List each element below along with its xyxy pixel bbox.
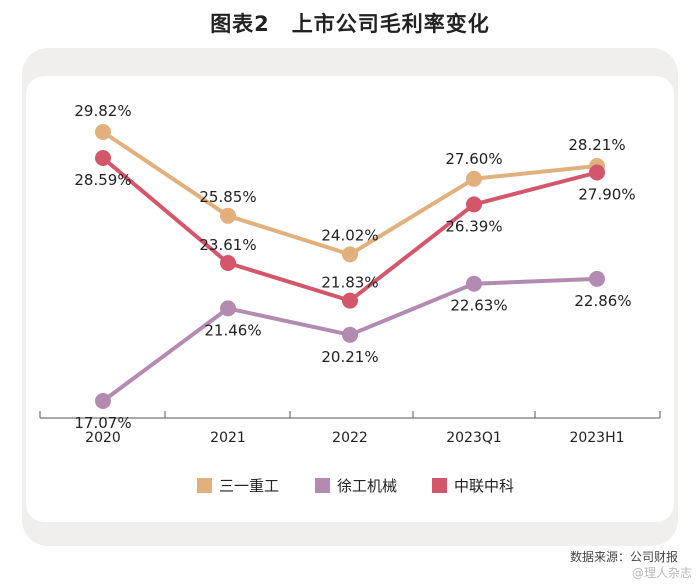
data-label: 22.63% [450, 297, 507, 315]
data-label: 28.21% [568, 136, 625, 154]
legend-swatch [197, 478, 212, 493]
watermark: @理人杂志 [631, 566, 692, 580]
data-point [342, 326, 358, 343]
data-point [589, 270, 605, 287]
data-label: 21.83% [321, 274, 378, 292]
data-point [342, 292, 358, 309]
x-tick-label: 2023Q1 [446, 430, 502, 446]
data-source-note: 数据来源：公司财报 [569, 550, 678, 564]
data-point [220, 207, 236, 224]
legend-swatch [315, 478, 330, 493]
legend-label: 中联中科 [454, 477, 514, 495]
data-point [95, 393, 111, 409]
data-label: 27.90% [578, 186, 635, 204]
data-point [466, 170, 482, 187]
data-point [220, 300, 236, 317]
data-label: 21.46% [204, 321, 261, 339]
data-label: 20.21% [321, 348, 378, 366]
x-tick-label: 2020 [85, 430, 121, 446]
data-label: 23.61% [199, 236, 256, 254]
data-label: 27.60% [445, 150, 502, 168]
legend-label: 三一重工 [219, 477, 279, 495]
x-tick-label: 2023H1 [569, 430, 624, 446]
data-point [95, 124, 111, 140]
data-point [466, 196, 482, 213]
data-label: 25.85% [199, 188, 256, 206]
data-point [95, 150, 111, 166]
data-point [589, 164, 605, 181]
legend-label: 徐工机械 [337, 477, 397, 495]
data-label: 28.59% [74, 171, 131, 189]
data-label: 17.07% [74, 414, 131, 432]
data-point [220, 255, 236, 271]
x-tick-label: 2022 [332, 430, 368, 446]
data-point [342, 246, 358, 263]
x-tick-label: 2021 [210, 430, 246, 446]
data-label: 26.39% [445, 217, 502, 235]
data-label: 24.02% [321, 226, 378, 244]
data-label: 22.86% [574, 292, 631, 310]
data-label: 29.82% [74, 102, 131, 120]
legend-swatch [432, 478, 447, 493]
data-point [466, 275, 482, 292]
chart-title: 图表2 上市公司毛利率变化 [210, 12, 490, 36]
